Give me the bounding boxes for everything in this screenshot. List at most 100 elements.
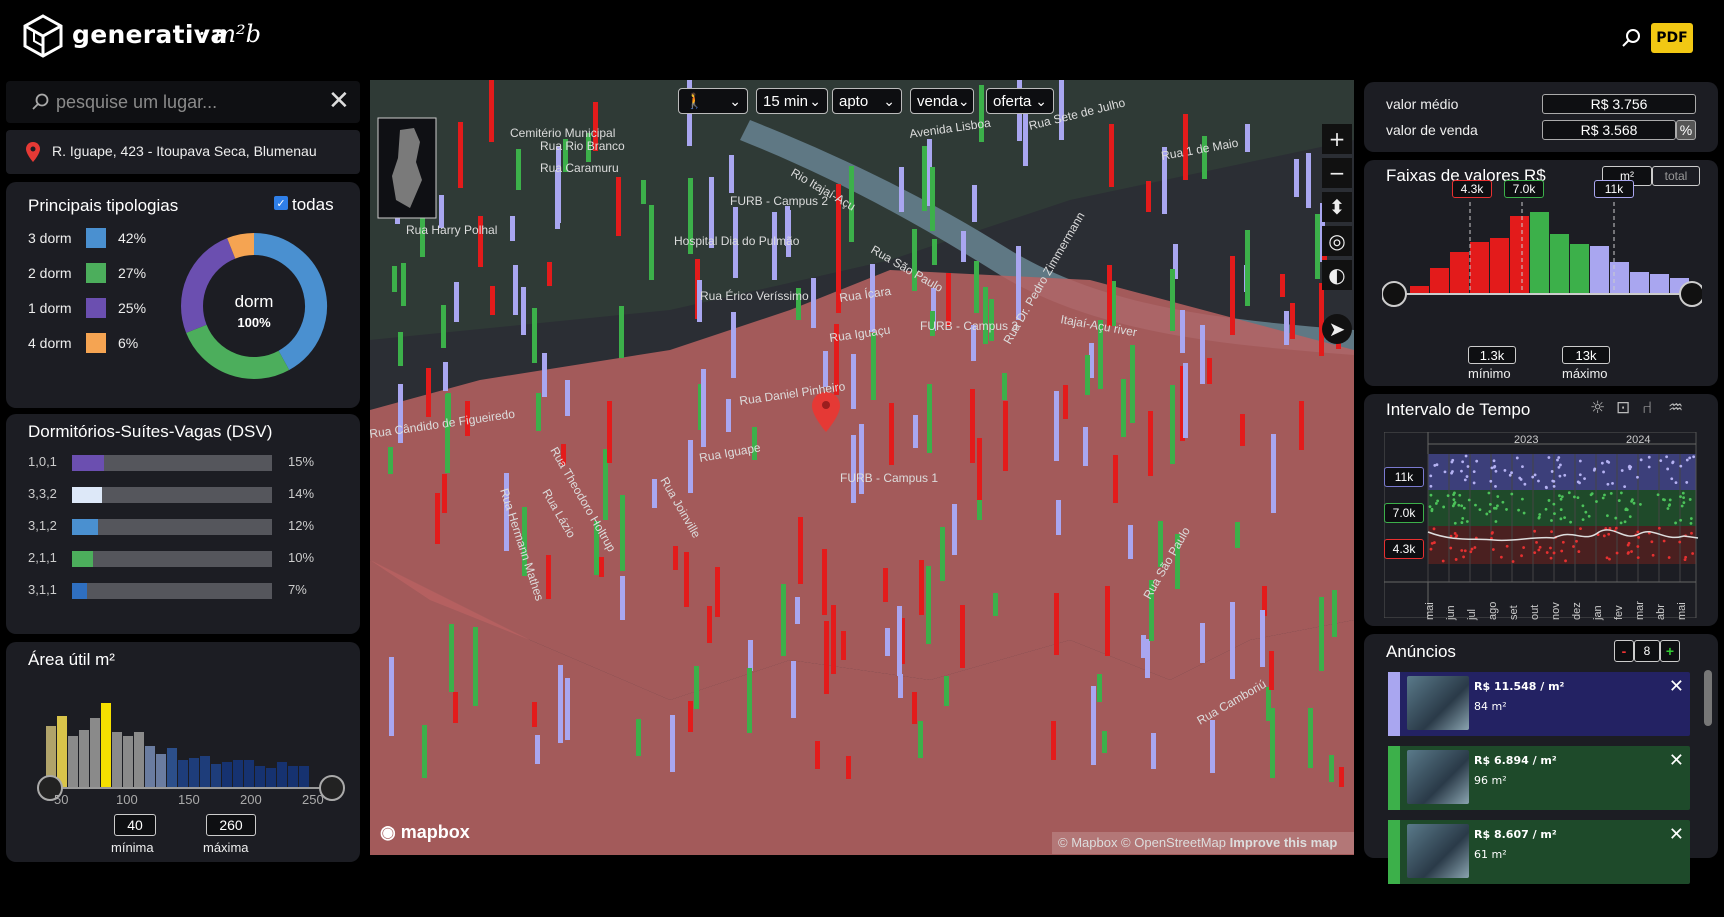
address-bar[interactable]: R. Iguape, 423 - Itoupava Seca, Blumenau xyxy=(6,130,360,174)
band-label[interactable]: 4.3k xyxy=(1384,539,1424,559)
area-max-handle[interactable] xyxy=(319,775,345,801)
price-bar[interactable] xyxy=(1085,355,1090,395)
price-bar[interactable] xyxy=(1054,593,1059,655)
improve-map-link[interactable]: Improve this map xyxy=(1229,835,1338,850)
price-bar[interactable] xyxy=(1128,525,1133,559)
price-bar[interactable] xyxy=(899,167,904,212)
price-bar[interactable] xyxy=(620,576,625,620)
faixa-marker[interactable]: 4.3k xyxy=(1452,180,1492,198)
price-bar[interactable] xyxy=(870,264,875,332)
price-bar[interactable] xyxy=(1306,153,1311,208)
zoom-in-button[interactable]: + xyxy=(1322,124,1352,154)
price-bar[interactable] xyxy=(698,384,703,430)
filter-mode-select[interactable]: 🚶 ⌄ xyxy=(678,88,748,114)
price-bar[interactable] xyxy=(989,299,994,341)
price-bar[interactable] xyxy=(871,333,876,400)
price-bar[interactable] xyxy=(885,628,890,656)
price-bar[interactable] xyxy=(834,324,839,395)
price-bar[interactable] xyxy=(420,205,425,257)
price-bar[interactable] xyxy=(401,263,406,306)
price-bar[interactable] xyxy=(392,266,397,292)
price-bar[interactable] xyxy=(619,306,624,358)
price-bar[interactable] xyxy=(748,640,753,671)
price-bar[interactable] xyxy=(593,102,598,151)
price-bar[interactable] xyxy=(688,178,693,254)
price-bar[interactable] xyxy=(1059,80,1064,140)
price-bar[interactable] xyxy=(426,368,431,417)
donut-slice-3[interactable] xyxy=(227,233,255,259)
price-bar[interactable] xyxy=(883,568,888,602)
faixas-max-input[interactable]: 13k xyxy=(1562,346,1610,364)
price-bar[interactable] xyxy=(1210,720,1215,773)
price-bar[interactable] xyxy=(815,741,820,769)
price-bar[interactable] xyxy=(688,440,693,493)
price-bar[interactable] xyxy=(1175,534,1180,589)
price-bar[interactable] xyxy=(919,560,924,615)
search-icon[interactable] xyxy=(1620,27,1642,49)
price-bar[interactable] xyxy=(1113,455,1118,503)
price-bar[interactable] xyxy=(490,286,495,315)
price-bar[interactable] xyxy=(1270,708,1275,778)
band-label[interactable]: 7.0k xyxy=(1384,503,1424,523)
dsv-row-track[interactable] xyxy=(72,487,272,503)
price-bar[interactable] xyxy=(922,146,927,211)
price-bar[interactable] xyxy=(1200,325,1205,384)
price-bar[interactable] xyxy=(454,282,459,322)
price-bar[interactable] xyxy=(1097,674,1102,702)
price-bar[interactable] xyxy=(1319,597,1324,671)
price-bar[interactable] xyxy=(532,308,537,363)
area-max-input[interactable]: 260 xyxy=(206,814,256,836)
price-bar[interactable] xyxy=(1315,214,1320,279)
price-bar[interactable] xyxy=(522,507,527,576)
price-bar[interactable] xyxy=(1107,265,1112,326)
filter-source-select[interactable]: oferta ⌄ xyxy=(986,88,1054,114)
price-bar[interactable] xyxy=(561,444,566,465)
price-bar[interactable] xyxy=(1280,274,1285,297)
filter-deal-select[interactable]: venda ⌄ xyxy=(910,88,974,114)
chair-icon[interactable]: ⑁ xyxy=(1642,398,1653,418)
price-bar[interactable] xyxy=(688,701,693,732)
price-bar[interactable] xyxy=(398,384,403,443)
price-bar[interactable] xyxy=(952,504,957,555)
price-bar[interactable] xyxy=(709,177,714,248)
price-bar[interactable] xyxy=(535,735,540,764)
price-bar[interactable] xyxy=(1207,358,1212,384)
mapbox-logo[interactable]: ◉ mapbox xyxy=(380,822,470,842)
tempo-chart[interactable] xyxy=(1384,432,1714,618)
price-bar[interactable] xyxy=(636,719,641,756)
zoom-out-button[interactable]: − xyxy=(1322,158,1352,188)
price-bar[interactable] xyxy=(641,180,646,204)
ad-thumbnail[interactable] xyxy=(1407,676,1469,730)
navigate-icon[interactable]: ➤ xyxy=(1322,314,1352,344)
price-bar[interactable] xyxy=(453,692,458,723)
price-bar[interactable] xyxy=(1319,283,1324,356)
price-bar[interactable] xyxy=(897,606,902,676)
price-bar[interactable] xyxy=(926,566,931,644)
price-bar[interactable] xyxy=(1170,269,1175,331)
price-bar[interactable] xyxy=(599,557,604,577)
price-bar[interactable] xyxy=(912,692,917,724)
price-bar[interactable] xyxy=(441,305,446,348)
price-bar[interactable] xyxy=(1089,343,1094,378)
price-bar[interactable] xyxy=(1111,281,1116,326)
price-bar[interactable] xyxy=(1051,721,1056,760)
decrease-button[interactable]: - xyxy=(1614,640,1634,662)
price-bar[interactable] xyxy=(1230,602,1235,679)
price-bar[interactable] xyxy=(649,205,654,280)
faixas-max-handle[interactable] xyxy=(1679,281,1702,307)
globe-icon[interactable]: ◐ xyxy=(1322,260,1352,290)
dsv-row-track[interactable] xyxy=(72,519,272,535)
price-bar[interactable] xyxy=(1245,124,1250,152)
price-bar[interactable] xyxy=(1148,411,1153,476)
price-bar[interactable] xyxy=(1266,687,1271,721)
price-bar[interactable] xyxy=(831,605,836,674)
donut-slice-0[interactable] xyxy=(253,233,327,370)
price-bar[interactable] xyxy=(616,177,621,236)
price-bar[interactable] xyxy=(1098,320,1103,389)
price-bar[interactable] xyxy=(851,354,856,409)
price-bar[interactable] xyxy=(841,631,846,660)
percent-toggle[interactable]: % xyxy=(1676,120,1696,140)
price-bar[interactable] xyxy=(930,167,935,231)
price-bar[interactable] xyxy=(726,399,731,432)
price-bar[interactable] xyxy=(946,273,951,327)
